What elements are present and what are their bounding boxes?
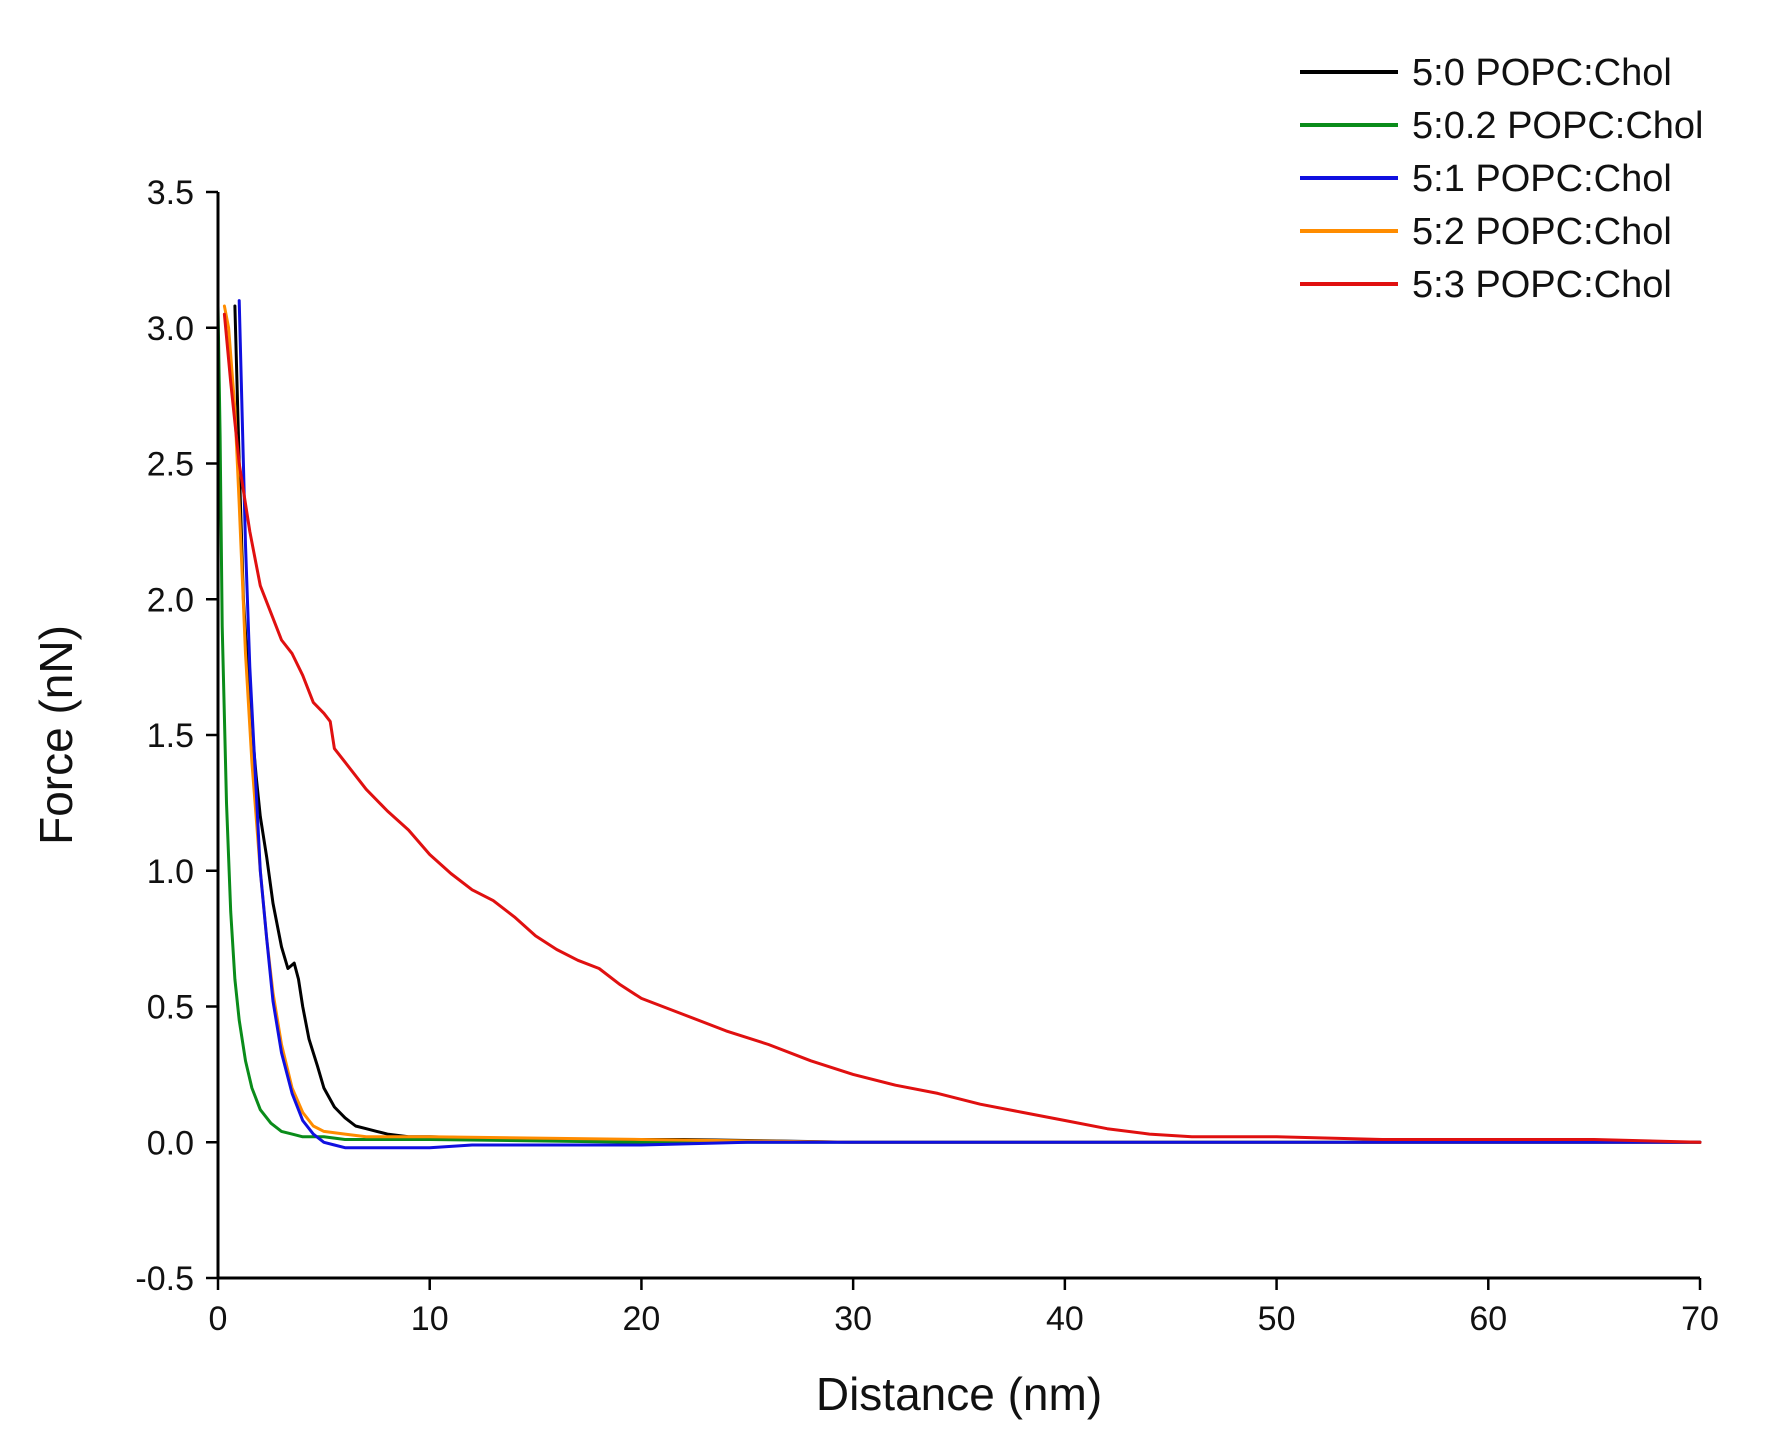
legend-label-3: 5:2 POPC:Chol — [1412, 211, 1672, 253]
y-tick-label: 1.0 — [147, 853, 194, 891]
y-tick-label: 3.5 — [147, 174, 194, 212]
y-tick-label: -0.5 — [135, 1260, 194, 1298]
x-tick-label: 50 — [1258, 1300, 1296, 1338]
y-tick-label: 0.0 — [147, 1124, 194, 1162]
plot-lines — [216, 299, 1702, 1150]
legend: 5:0 POPC:Chol 5:0.2 POPC:Chol 5:1 POPC:Cho… — [1300, 52, 1703, 306]
x-tick-label: 0 — [209, 1300, 228, 1338]
x-tick-label: 30 — [834, 1300, 872, 1338]
y-tick-label: 2.0 — [147, 581, 194, 619]
x-tick-label: 20 — [623, 1300, 661, 1338]
y-tick-label: 1.5 — [147, 717, 194, 755]
x-tick-label: 60 — [1469, 1300, 1507, 1338]
series-line-3 — [222, 304, 1702, 1144]
x-tick-label: 10 — [411, 1300, 449, 1338]
x-tick-label: 40 — [1046, 1300, 1084, 1338]
y-tick-label: 0.5 — [147, 989, 194, 1027]
x-tick-label: 70 — [1681, 1300, 1719, 1338]
legend-label-4: 5:3 POPC:Chol — [1412, 264, 1672, 306]
series-line-0 — [233, 304, 1702, 1144]
axes — [216, 192, 1700, 1280]
y-tick-label: 3.0 — [147, 310, 194, 348]
legend-label-0: 5:0 POPC:Chol — [1412, 52, 1672, 94]
series-line-4 — [222, 312, 1702, 1144]
y-axis-title: Force (nN) — [30, 625, 82, 845]
series-line-2 — [237, 299, 1702, 1150]
y-tick-label: 2.5 — [147, 446, 194, 484]
legend-label-1: 5:0.2 POPC:Chol — [1412, 105, 1703, 147]
x-axis-title: Distance (nm) — [816, 1368, 1102, 1420]
y-ticks: -0.5 0.0 0.5 1.0 1.5 2.0 2.5 3.0 3.5 — [135, 174, 218, 1298]
series-line-1 — [216, 304, 1702, 1144]
legend-label-2: 5:1 POPC:Chol — [1412, 158, 1672, 200]
x-ticks: 0 10 20 30 40 50 60 70 — [209, 1278, 1719, 1338]
